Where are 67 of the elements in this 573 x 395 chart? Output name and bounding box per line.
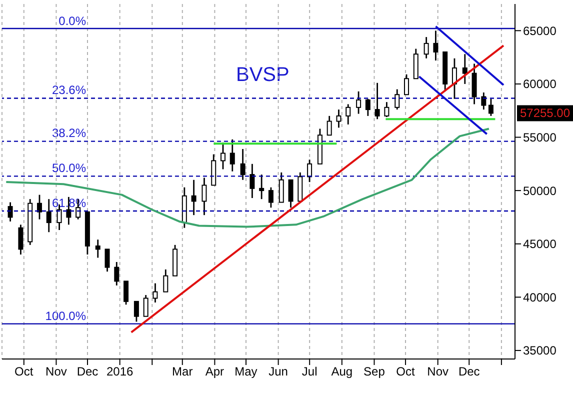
annotation: 50.0% [52,161,86,176]
text: 57255.00 [520,106,570,120]
annotation: 100.0% [45,308,86,323]
candlestick [326,115,332,136]
candlestick [114,261,120,286]
candlestick [374,82,380,120]
candlestick [220,142,226,170]
x-tick-label: Jul [302,364,318,379]
y-tick-label: 60000 [523,77,557,92]
y-tick-label: 40000 [523,290,557,304]
candlestick [36,194,42,220]
candlestick [18,224,24,256]
candlestick [143,294,148,318]
x-tick-label: Dec [76,364,98,379]
x-tick-label: Sep [364,364,386,379]
candlestick [202,177,207,216]
candlestick [191,179,196,216]
candlestick [163,268,168,293]
candlestick [394,88,400,110]
x-tick-label: Oct [14,364,34,379]
candlestick [240,148,246,181]
x-tick-label: Apr [205,364,224,379]
x-tick-label: Nov [46,364,67,379]
candlestick [365,98,370,117]
candlestick [288,179,294,208]
candlestick [462,53,468,85]
candlestick [433,30,438,62]
candlestick [95,238,100,258]
candlestick [472,63,477,105]
y-tick-label: 45000 [523,237,557,252]
candlestick [152,282,158,304]
candlestick [104,248,110,272]
y-tick-label: 50000 [523,184,557,198]
x-tick-label: Aug [331,364,353,379]
annotation: 23.6% [52,83,86,98]
candlestick [124,280,129,306]
annotation: 38.2% [52,126,86,140]
candlestick [250,163,255,199]
x-tick-label: Mar [172,364,193,379]
candlestick [230,138,235,172]
candlestick [424,36,429,60]
text: BVSP [236,64,290,87]
candlestick [336,108,342,128]
x-tick-label: Dec [458,364,480,379]
candlestick [481,92,486,110]
x-tick-label: Oct [396,364,416,379]
x-tick-label: Nov [427,364,449,379]
x-tick-label: Jun [268,364,288,379]
candlestick [346,104,351,126]
candlestick [46,198,52,233]
y-tick-label: 55000 [523,130,557,145]
candlestick [488,98,494,117]
annotation: 0.0% [58,14,86,28]
candlestick [404,74,410,96]
x-tick-label: 2016 [106,364,134,379]
candlestick [384,101,390,118]
candlestick [8,202,13,222]
line-series [5,128,490,228]
x-tick-label: May [234,364,258,379]
candlestick [259,174,264,200]
y-tick-label: 35000 [523,344,557,358]
candlestick [268,186,274,208]
candlestick [356,90,362,115]
candlestick [307,158,312,183]
candlestick [278,172,284,203]
candlestick [134,300,139,322]
y-tick-label: 65000 [523,24,557,38]
